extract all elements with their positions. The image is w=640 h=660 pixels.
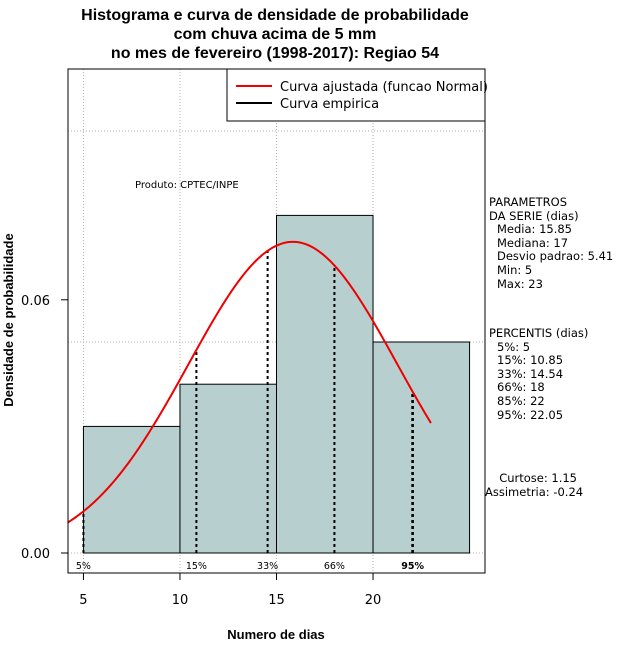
param-max: Max: 23 [497,276,543,291]
percentiles-panel: PERCENTIS (dias) 5%: 5 15%: 10.85 33%: 1… [489,326,589,422]
x-tick-label: 5 [79,593,87,608]
legend-label: Curva ajustada (funcao Normal) [280,80,488,95]
chart-title-line-2: com chuva acima de 5 mm [173,26,377,43]
histogram-bar [372,341,471,554]
percentile-label: 66% [324,561,345,572]
percentile-label: 15% [186,561,207,572]
histogram-bar [179,383,278,554]
x-axis-label: Numero de dias [227,627,325,642]
histogram-bar [276,214,374,554]
shape-stats-panel: Curtose: 1.15 Assimetria: -0.24 [485,471,584,499]
percentile-label: 33% [257,561,278,572]
x-tick-label: 15 [268,593,285,608]
param-mediana: Mediana: 17 [497,235,569,250]
histogram-bar [82,425,181,554]
percentile-label: 95% [401,561,424,572]
curtose-value: Curtose: 1.15 [499,471,577,485]
percentile-66: 66%: 18 [497,380,545,395]
param-desvio-padrao: Desvio padrao: 5.41 [497,249,614,264]
param-media: Media: 15.85 [497,222,572,237]
x-tick-label: 10 [172,593,189,608]
product-annotation: Produto: CPTEC/INPE [135,180,239,191]
percentile-33: 33%: 14.54 [497,366,564,381]
percentile-5: 5%: 5 [497,339,531,354]
y-axis-label: Densidade de probabilidade [1,233,16,406]
y-tick-label: 0.06 [21,294,50,309]
percentile-85: 85%: 22 [497,393,545,408]
params-title-line-2: DA SERIE (dias) [489,208,579,223]
y-tick-label: 0.00 [21,547,50,562]
params-title-line-1: PARAMETROS [489,195,568,209]
percentis-title: PERCENTIS (dias) [489,326,589,340]
assimetria-value: Assimetria: -0.24 [485,484,584,499]
chart-title-line-3: no mes de fevereiro (1998-2017): Regiao … [110,45,440,62]
percentile-95: 95%: 22.05 [497,407,564,422]
legend-label: Curva empirica [280,97,379,112]
chart-title: Histograma e curva de densidade de proba… [0,6,550,63]
chart-title-line-1: Histograma e curva de densidade de proba… [81,7,469,24]
param-min: Min: 5 [497,262,533,277]
x-tick-label: 20 [365,593,382,608]
normal-fit-curve [67,240,432,524]
legend-box [226,68,486,122]
series-parameters-panel: PARAMETROS DA SERIE (dias) Media: 15.85 … [489,195,614,291]
percentile-label: 5% [76,561,91,572]
percentile-15: 15%: 10.85 [497,353,564,368]
